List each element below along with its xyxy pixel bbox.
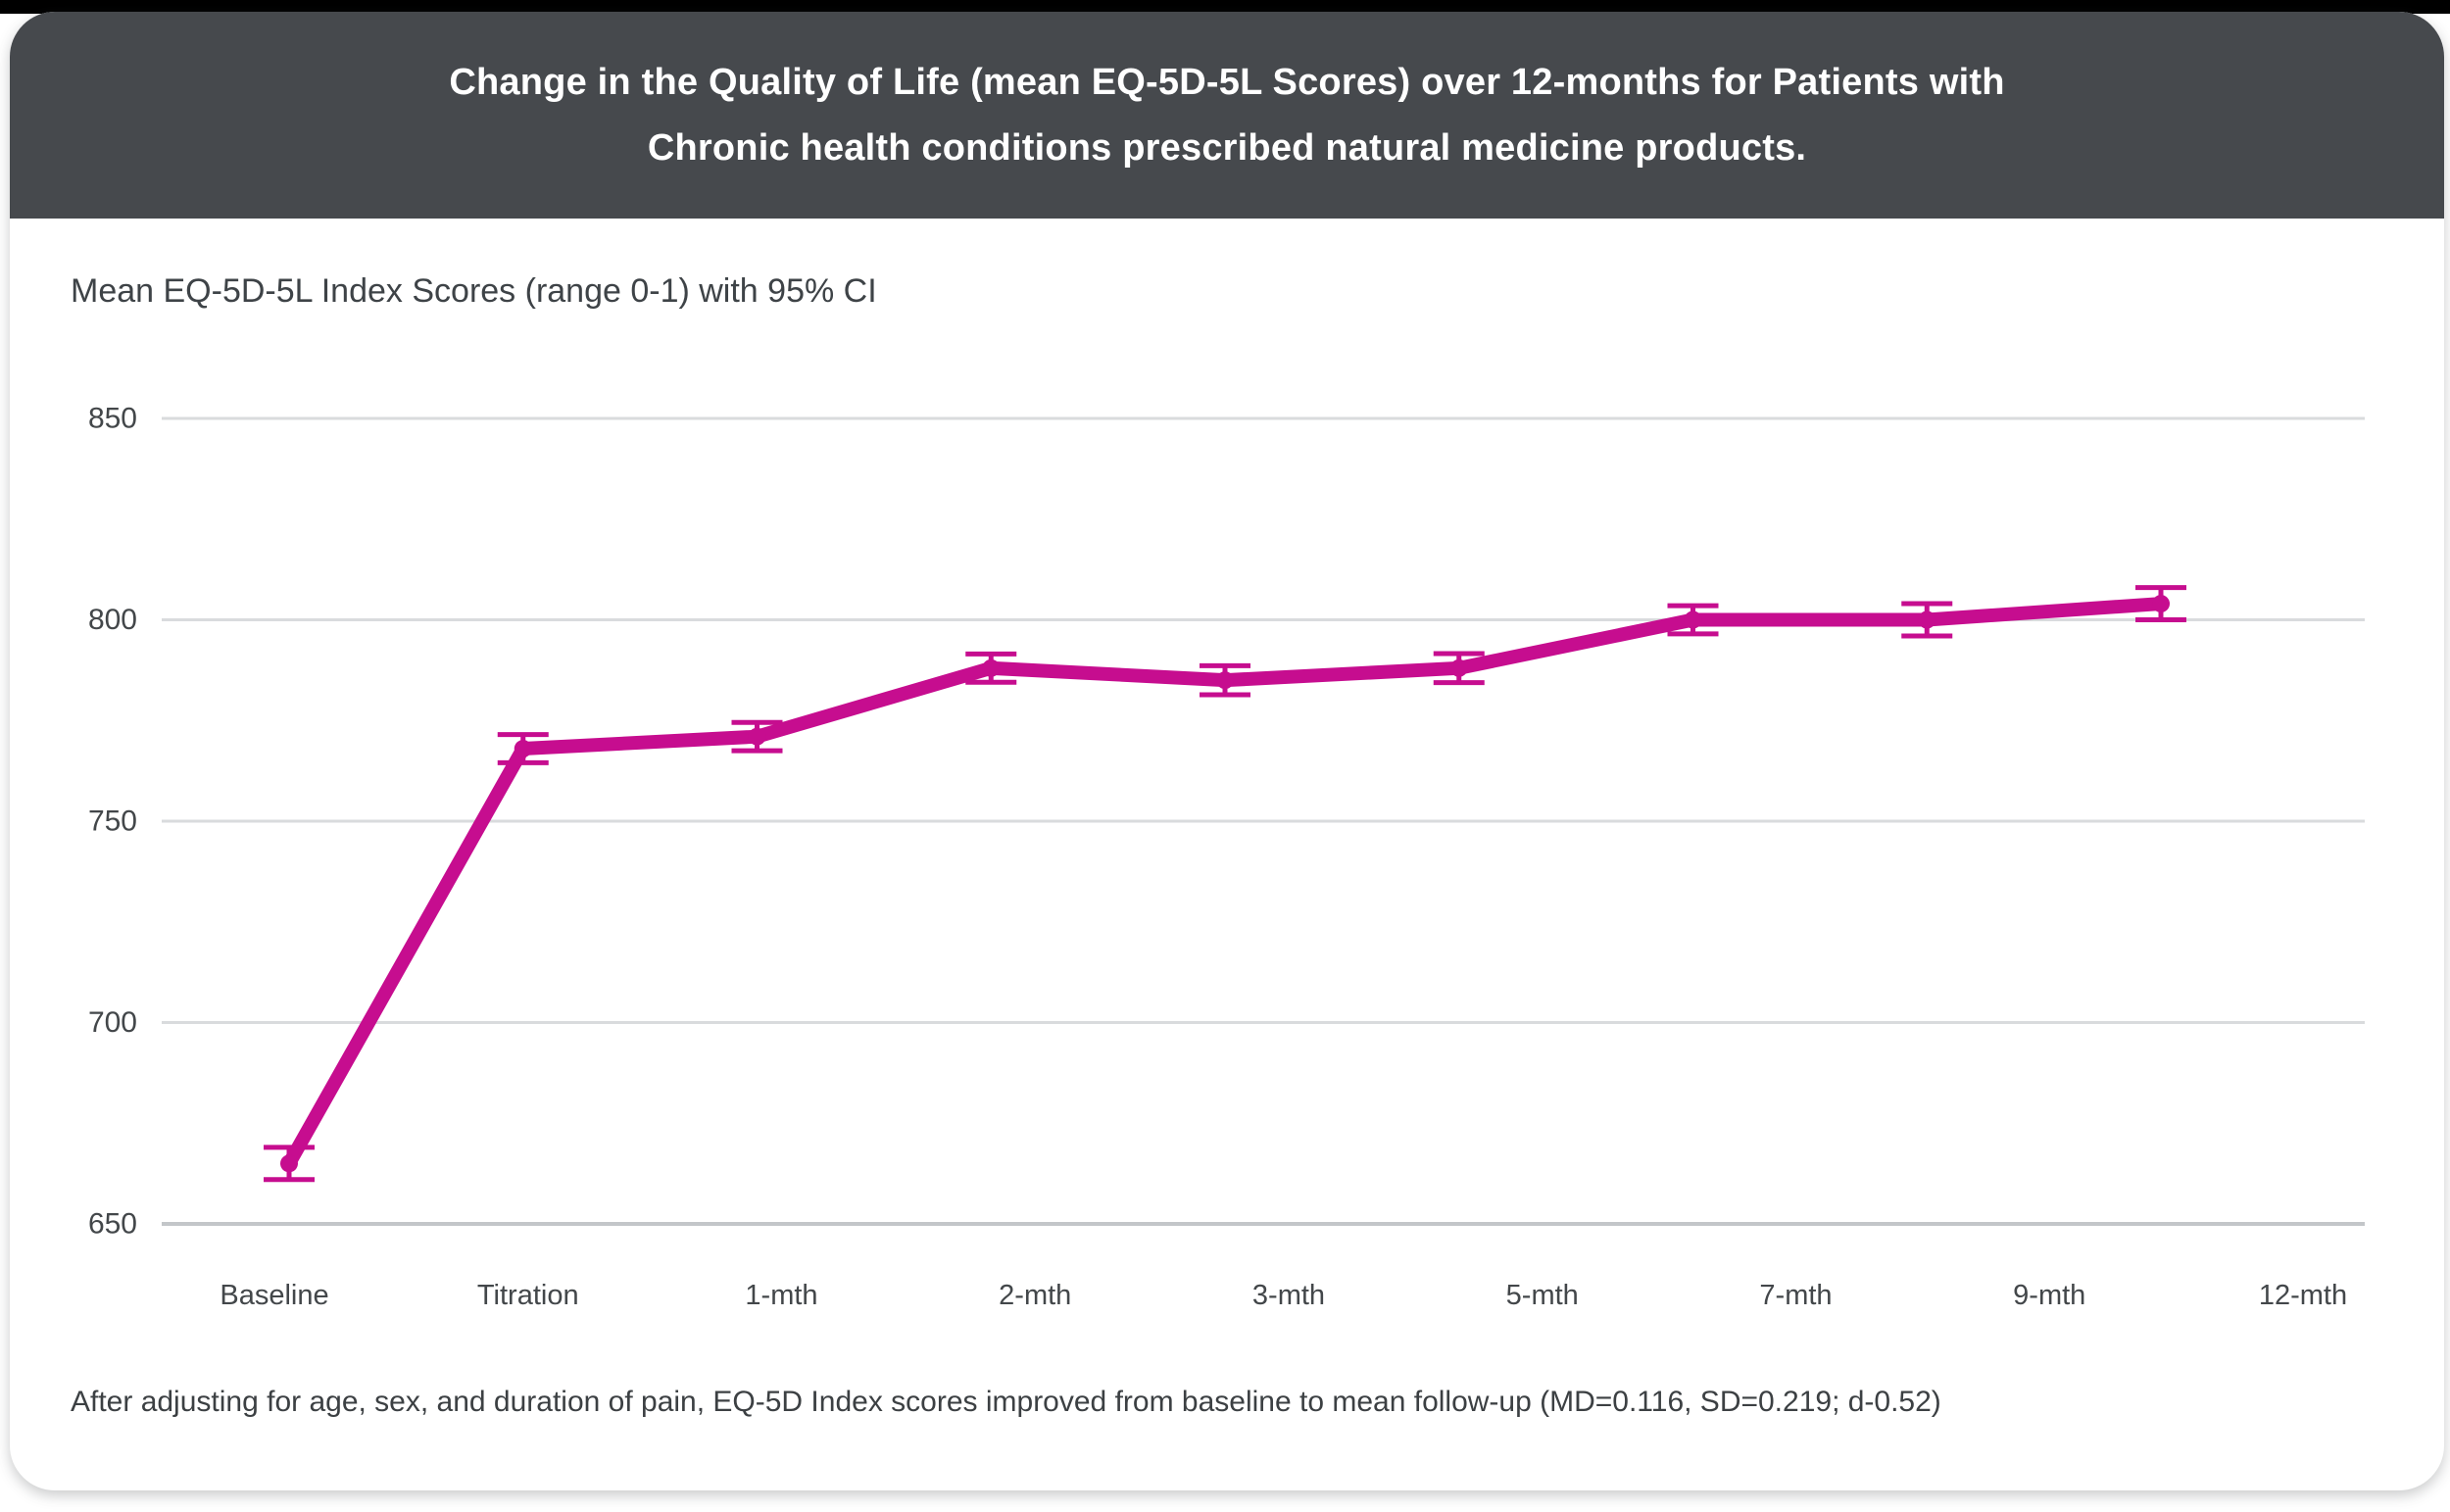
x-tick-label-1-mth: 1-mth [745, 1280, 817, 1311]
x-tick-label-Titration: Titration [477, 1280, 579, 1311]
x-tick-label-9-mth: 9-mth [2013, 1280, 2085, 1311]
x-tick-label-2-mth: 2-mth [999, 1280, 1071, 1311]
x-tick-label-5-mth: 5-mth [1506, 1280, 1579, 1311]
chart-header: Change in the Quality of Life (mean EQ-5… [10, 12, 2444, 219]
x-tick-label-Baseline: Baseline [220, 1280, 328, 1311]
chart-title-line-2: Chronic health conditions prescribed nat… [647, 126, 1807, 169]
data-point-2-mth [982, 658, 1001, 677]
data-point-7-mth [1684, 610, 1702, 629]
y-tick-label-700: 700 [88, 1006, 137, 1039]
chart-title-line-1: Change in the Quality of Life (mean EQ-5… [449, 61, 2005, 103]
chart-footnote: After adjusting for age, sex, and durati… [71, 1386, 1941, 1418]
line-chart: 650 700 750 800 850 Baseline Titration 1-mth 2-m… [88, 403, 2365, 1311]
data-point-5-mth [1449, 658, 1468, 677]
data-point-12-mth [2152, 595, 2170, 613]
data-point-Titration [514, 740, 532, 758]
y-axis-title: Mean EQ-5D-5L Index Scores (range 0-1) w… [71, 272, 877, 310]
y-tick-label-650: 650 [88, 1208, 137, 1241]
y-tick-label-750: 750 [88, 805, 137, 838]
data-point-1-mth [748, 727, 766, 746]
data-point-Baseline [280, 1154, 298, 1173]
data-point-9-mth [1918, 610, 1936, 629]
top-black-strip [0, 0, 2450, 14]
x-tick-label-7-mth: 7-mth [1759, 1280, 1832, 1311]
y-tick-label-800: 800 [88, 604, 137, 636]
x-tick-label-12-mth: 12-mth [2259, 1280, 2347, 1311]
x-tick-label-3-mth: 3-mth [1252, 1280, 1325, 1311]
chart-card: Change in the Quality of Life (mean EQ-5… [10, 12, 2444, 1490]
data-point-3-mth [1216, 671, 1234, 690]
y-tick-label-850: 850 [88, 403, 137, 435]
